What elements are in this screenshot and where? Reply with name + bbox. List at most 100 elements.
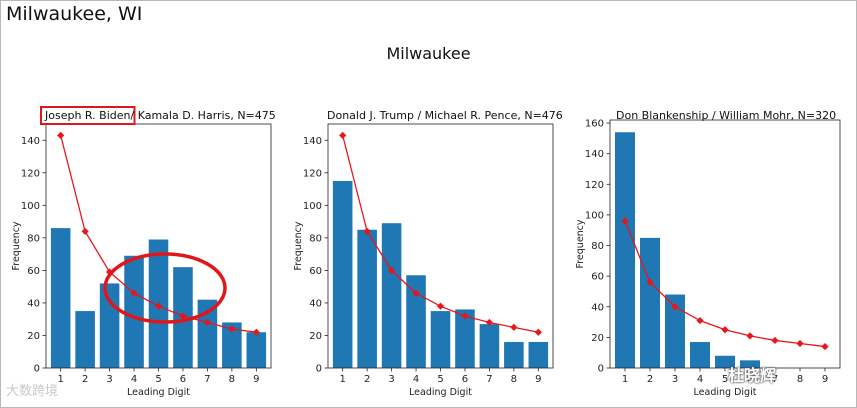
y-tick-label: 20 — [27, 331, 40, 342]
chart-2: 0 20 40 60 80 100 120 140 1 2 3 4 5 6 7 8 9 Leading Digit… — [293, 109, 563, 398]
x-tick-label: 1 — [57, 374, 63, 385]
bar-digit-3 — [99, 283, 120, 368]
page-title: Milwaukee, WI — [6, 3, 143, 25]
y-tick-label: 120 — [585, 180, 604, 191]
expected-point-9 — [534, 328, 542, 336]
chart-title-highlight: Joseph R. Biden — [44, 109, 131, 122]
expected-point-4 — [696, 316, 704, 325]
x-tick-label: 1 — [339, 374, 345, 385]
x-tick-label: 1 — [622, 374, 628, 385]
x-tick-label: 2 — [647, 374, 653, 385]
y-tick-label: 40 — [591, 302, 604, 313]
x-tick-label: 4 — [131, 374, 137, 385]
y-tick-label: 20 — [591, 333, 604, 344]
y-tick-label: 40 — [27, 298, 40, 309]
bar-digit-4 — [690, 341, 710, 368]
y-tick-label: 40 — [309, 298, 322, 309]
y-tick-label: 80 — [309, 233, 322, 244]
x-tick-label: 7 — [486, 374, 492, 385]
expected-point-4 — [130, 289, 138, 297]
watermark-left: 大数跨境 — [6, 384, 59, 399]
x-tick-label: 9 — [253, 374, 259, 385]
x-tick-label: 2 — [82, 374, 88, 385]
y-tick-label: 100 — [585, 210, 604, 221]
x-tick-label: 9 — [822, 374, 828, 385]
expected-point-6 — [746, 332, 754, 340]
y-tick-label: 0 — [34, 364, 40, 375]
x-tick-label: 8 — [797, 374, 803, 385]
expected-point-1 — [621, 217, 629, 225]
y-tick-label: 120 — [303, 168, 322, 179]
y-axis-label: Frequency — [293, 221, 304, 270]
expected-point-1 — [339, 131, 347, 139]
bar-digit-5 — [715, 355, 735, 368]
x-tick-label: 5 — [155, 374, 161, 385]
expected-point-9 — [252, 328, 260, 336]
y-tick-label: 140 — [21, 136, 40, 147]
expected-point-7 — [203, 318, 212, 327]
x-tick-label: 4 — [413, 374, 419, 385]
x-tick-label: 7 — [204, 374, 210, 385]
chart-1: 0 20 40 60 80 100 120 140 1 2 3 4 5 6 7 8 9 Leading Digit… — [11, 106, 276, 398]
bar-digit-9 — [528, 341, 549, 368]
watermark-right: 杜晓辉 — [728, 366, 777, 385]
y-tick-label: 120 — [21, 168, 40, 179]
x-tick-label: 8 — [511, 374, 517, 385]
expected-point-3 — [387, 266, 396, 274]
y-axis-label: Frequency — [575, 219, 586, 268]
y-tick-label: 140 — [585, 149, 604, 160]
chart-title: / Kamala D. Harris, N=475 — [131, 109, 276, 122]
annotation-ellipse — [103, 252, 227, 324]
expected-point-5 — [436, 302, 445, 310]
y-tick-label: 100 — [303, 201, 322, 212]
bar-digit-1 — [50, 228, 71, 368]
x-tick-label: 5 — [437, 374, 443, 385]
x-tick-label: 9 — [535, 374, 541, 385]
expected-point-5 — [721, 326, 729, 334]
bar-digit-7 — [197, 299, 218, 368]
expected-point-4 — [412, 289, 420, 297]
x-tick-label: 3 — [106, 374, 112, 385]
chart-title: Donald J. Trump / Michael R. Pence, N=47… — [327, 109, 563, 122]
x-tick-label: 6 — [462, 374, 468, 385]
expected-point-2 — [646, 278, 654, 286]
x-tick-label: 6 — [747, 374, 753, 385]
x-tick-label: 7 — [772, 374, 778, 385]
bar-digit-1 — [615, 132, 635, 368]
y-tick-label: 160 — [585, 119, 604, 130]
highlight-box — [40, 106, 136, 125]
x-axis-label: Leading Digit — [409, 387, 472, 398]
bar-digit-2 — [357, 229, 377, 368]
expected-point-2 — [81, 227, 89, 235]
x-tick-label: 5 — [722, 374, 728, 385]
y-tick-label: 20 — [309, 331, 322, 342]
x-tick-label: 3 — [672, 374, 678, 385]
expected-point-6 — [461, 312, 469, 320]
x-tick-label: 4 — [697, 374, 703, 385]
bar-digit-8 — [504, 341, 524, 368]
y-tick-label: 80 — [591, 241, 604, 252]
expected-point-8 — [510, 323, 518, 331]
expected-point-1 — [57, 131, 65, 139]
x-tick-label: 2 — [364, 374, 370, 385]
expected-point-7 — [771, 336, 779, 345]
expected-point-9 — [821, 342, 829, 351]
bar-digit-5 — [430, 311, 451, 368]
expected-point-2 — [363, 227, 371, 235]
expected-point-7 — [485, 318, 494, 327]
bar-digit-3 — [665, 294, 685, 368]
bar-digit-6 — [740, 360, 760, 368]
expected-point-8 — [796, 339, 804, 348]
y-tick-label: 0 — [316, 364, 322, 375]
y-tick-label: 100 — [21, 201, 40, 212]
bar-digit-8 — [222, 322, 242, 368]
chart-3: 0 20 40 60 80 100 120 140 160 1 2 3 4 5 6 7 8 9 Leading Di… — [575, 109, 841, 398]
y-tick-label: 60 — [27, 266, 40, 277]
expected-point-3 — [671, 303, 679, 311]
bar-digit-3 — [381, 223, 402, 368]
y-tick-label: 80 — [27, 233, 40, 244]
x-tick-label: 6 — [180, 374, 186, 385]
y-tick-label: 140 — [303, 136, 322, 147]
x-axis-label: Leading Digit — [127, 387, 190, 398]
